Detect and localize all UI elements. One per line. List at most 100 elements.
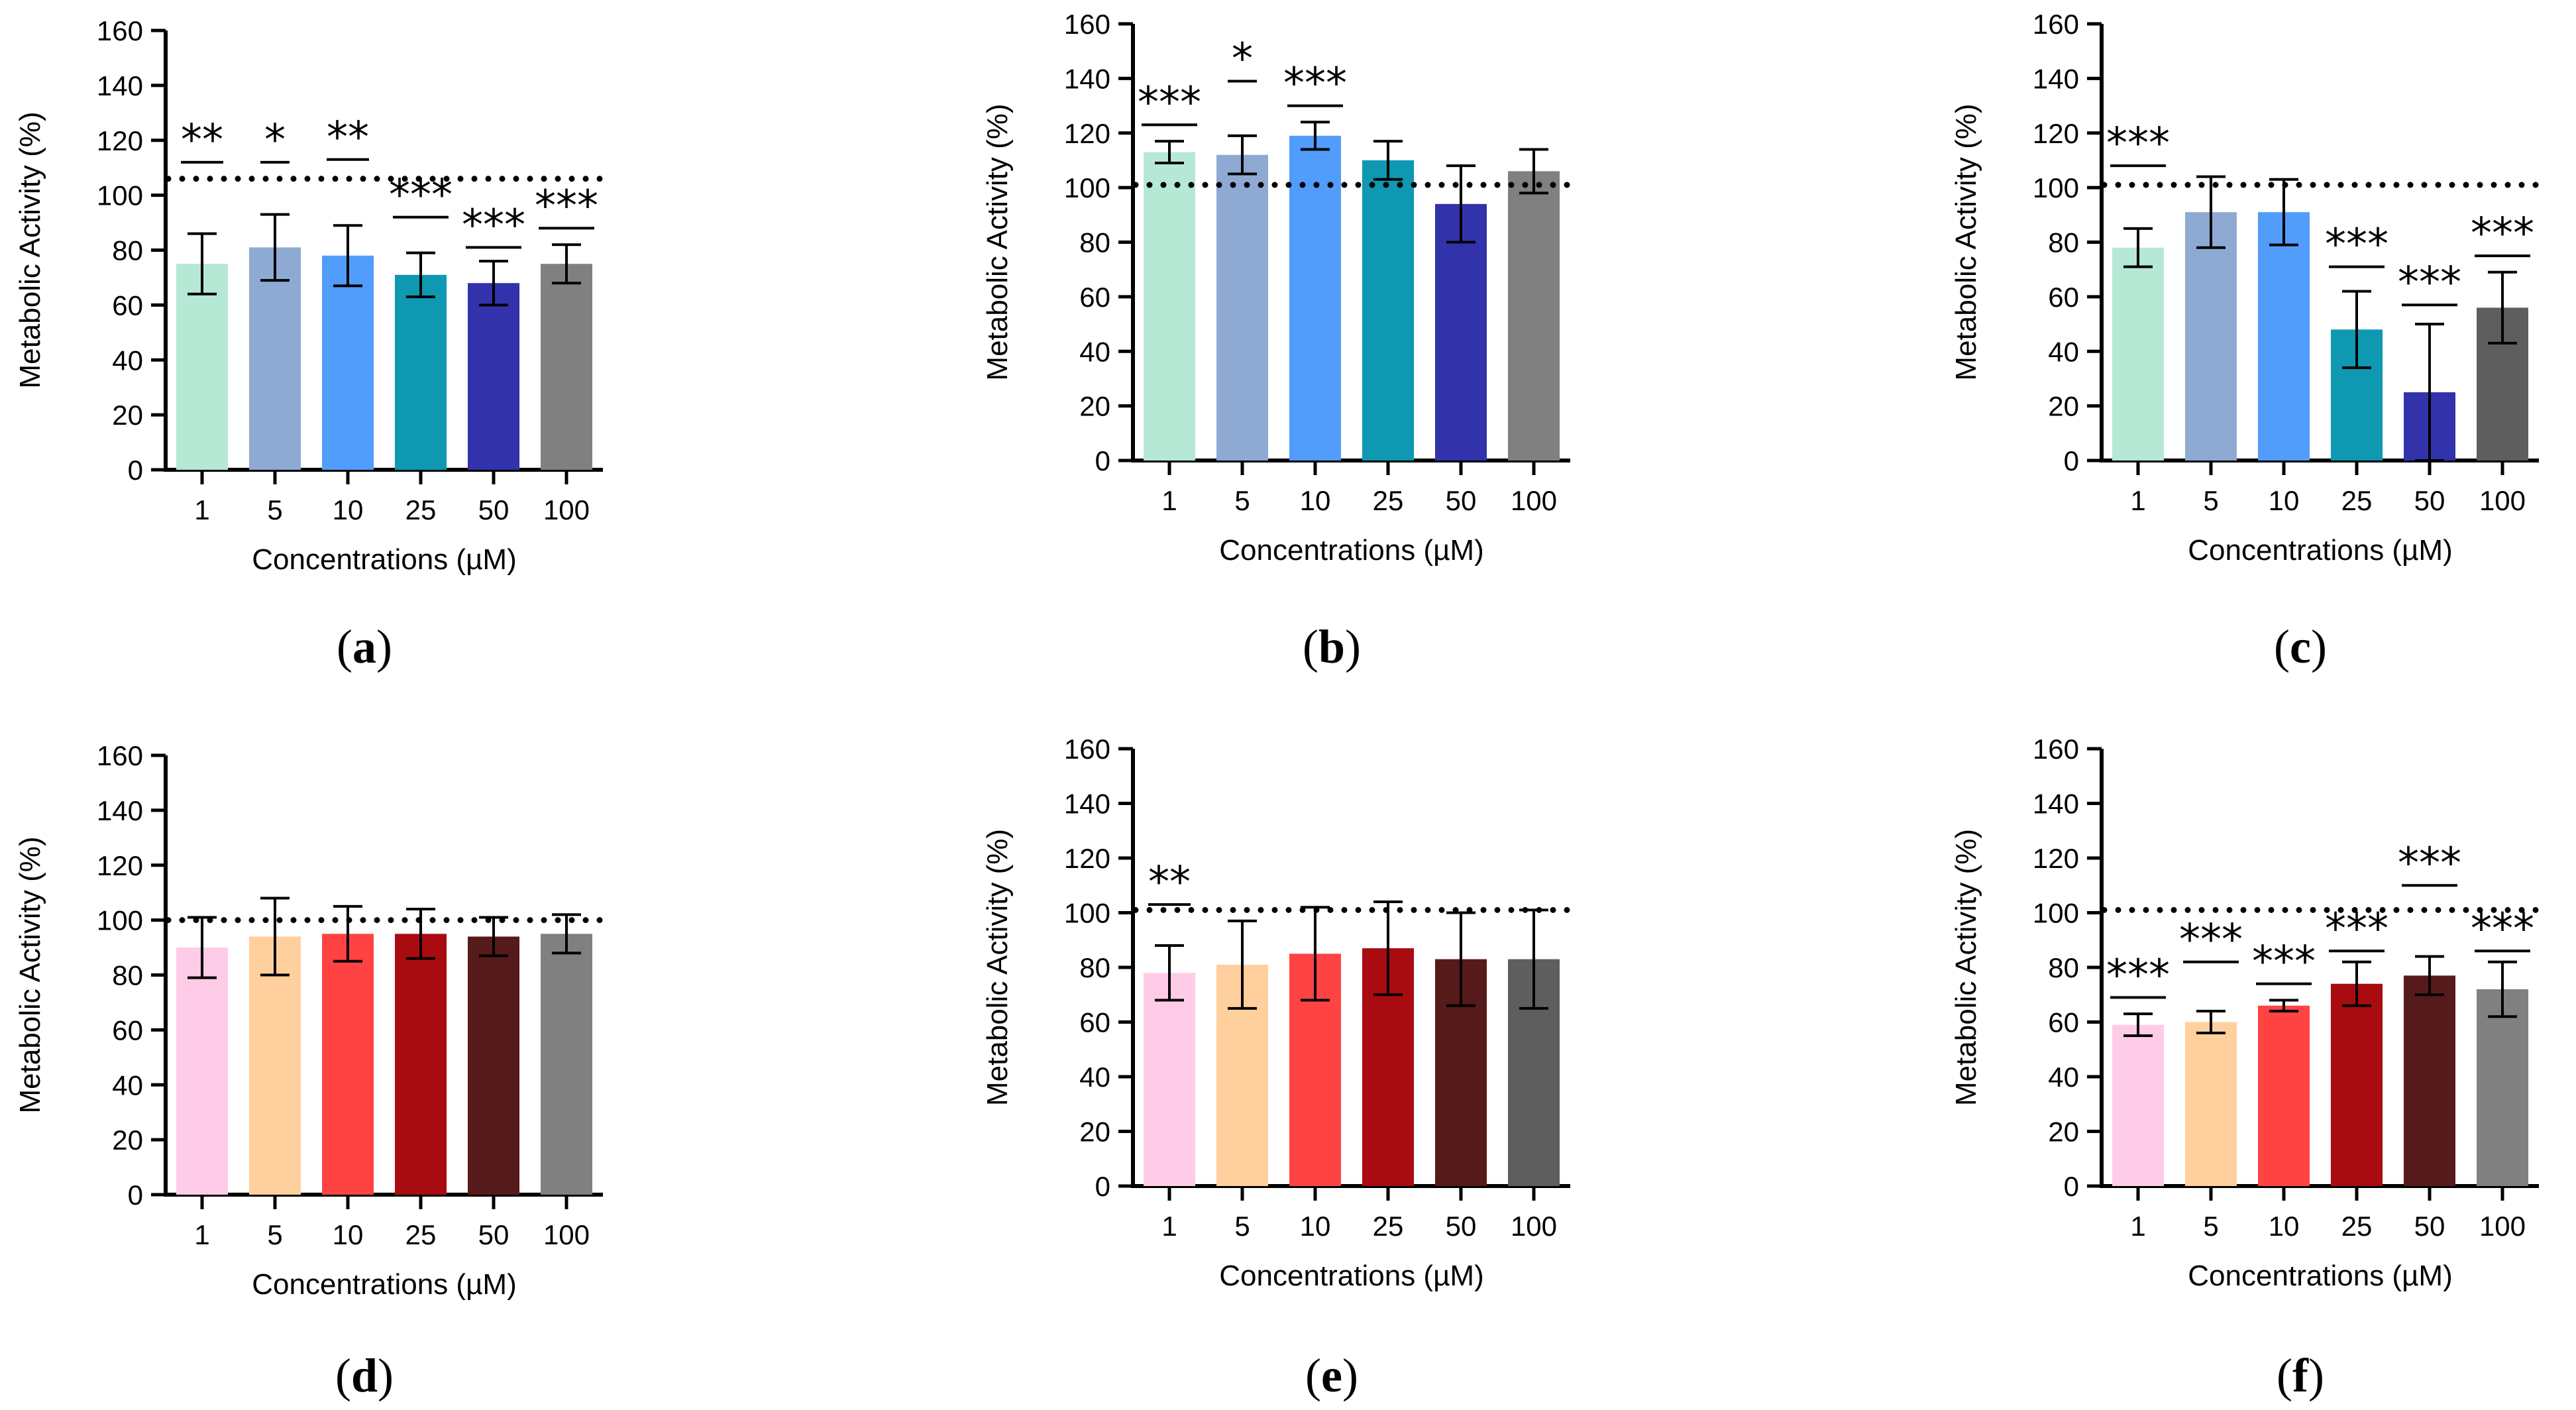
bar: [2185, 212, 2237, 461]
bar: [395, 274, 447, 470]
x-axis-title: Concentrations (µM): [2188, 1260, 2452, 1292]
x-tick-label: 50: [2414, 1211, 2445, 1242]
bar: [249, 936, 301, 1195]
y-tick-label: 0: [2064, 445, 2079, 476]
x-tick-label: 100: [543, 494, 590, 525]
bar: [176, 264, 228, 470]
bar: [468, 283, 519, 470]
x-tick-label: 50: [2414, 485, 2445, 516]
x-axis-title: Concentrations (µM): [252, 1268, 516, 1301]
error-bar: [333, 224, 362, 288]
error-bar: [1228, 134, 1257, 176]
y-tick-label: 120: [2033, 843, 2079, 874]
bar: [2112, 1024, 2164, 1186]
panel-label-open: (: [1305, 1349, 1321, 1402]
significance-label: ***: [2106, 951, 2170, 1000]
y-tick-label: 140: [2033, 63, 2079, 94]
y-tick-label: 20: [112, 1124, 143, 1156]
bar: [2112, 247, 2164, 461]
x-tick-label: 10: [333, 1219, 364, 1250]
y-tick-label: 120: [97, 125, 143, 156]
bar: [2185, 1022, 2237, 1186]
y-tick-label: 20: [1079, 1116, 1110, 1148]
bar: [2258, 212, 2310, 461]
bar: [322, 255, 374, 470]
error-bar: [188, 232, 217, 296]
panel-label-close: ): [2311, 620, 2327, 673]
error-bar: [1373, 140, 1403, 181]
bar: [395, 934, 447, 1195]
y-tick-label: 140: [2033, 788, 2079, 820]
error-bar: [260, 896, 290, 977]
error-bar: [2342, 290, 2371, 369]
error-bar: [2269, 178, 2298, 246]
x-tick-label: 10: [333, 494, 364, 525]
error-bar: [406, 908, 435, 960]
error-bar: [2269, 999, 2298, 1012]
y-tick-label: 140: [1064, 63, 1110, 94]
x-tick-label: 1: [2130, 1211, 2145, 1242]
panel-label-close: ): [1342, 1349, 1358, 1402]
panel-label-close: ): [378, 1349, 394, 1402]
x-tick-label: 10: [1300, 485, 1331, 516]
y-axis-title: Metabolic Activity (%): [14, 836, 46, 1113]
panel-label-letter: d: [351, 1349, 378, 1402]
panel-label: (e): [1305, 1349, 1358, 1402]
y-tick-label: 60: [2048, 282, 2079, 313]
y-tick-label: 60: [2048, 1007, 2079, 1038]
y-tick-label: 0: [2064, 1171, 2079, 1202]
bar: [2258, 1005, 2310, 1186]
bar: [541, 264, 592, 470]
x-tick-label: 100: [2479, 485, 2526, 516]
y-tick-label: 40: [1079, 1061, 1110, 1093]
y-tick-label: 100: [1064, 898, 1110, 929]
x-tick-label: 25: [1373, 485, 1404, 516]
x-tick-label: 1: [2130, 485, 2145, 516]
error-bar: [406, 251, 435, 298]
bar: [1508, 171, 1560, 461]
panel-label: (b): [1303, 620, 1361, 673]
y-tick-label: 160: [2033, 733, 2079, 765]
y-tick-label: 100: [2033, 898, 2079, 929]
panel-d: 0 20 40 60 80 100 120 140 160 Metabolic Activity …: [14, 740, 614, 1402]
error-bar: [1519, 148, 1548, 195]
significance-label: **: [181, 116, 223, 165]
error-bar: [1301, 121, 1330, 151]
significance-label: ***: [2398, 258, 2461, 307]
panel-label: (f): [2277, 1349, 2324, 1402]
panel-c: 0 20 40 60 80 100 120 140 160 Metabolic Activity …: [1950, 9, 2550, 673]
panel-label-letter: b: [1318, 620, 1345, 673]
x-tick-label: 5: [267, 494, 282, 525]
panel-label-open: (: [337, 620, 352, 673]
y-tick-label: 20: [2048, 391, 2079, 422]
x-tick-label: 5: [1234, 485, 1250, 516]
panel-label-open: (: [1303, 620, 1318, 673]
significance-label: ***: [2106, 119, 2170, 168]
significance-label: *: [264, 116, 286, 165]
significance-label: ***: [462, 201, 525, 250]
y-tick-label: 80: [112, 960, 143, 991]
x-tick-label: 25: [1373, 1211, 1404, 1242]
bar: [2331, 983, 2383, 1186]
error-bar: [1155, 944, 1184, 1002]
error-bar: [2196, 1010, 2226, 1034]
bar: [541, 934, 592, 1195]
error-bar: [1301, 906, 1330, 1002]
y-tick-label: 20: [112, 400, 143, 431]
x-tick-label: 5: [267, 1219, 282, 1250]
error-bar: [1155, 140, 1184, 165]
y-axis-title: Metabolic Activity (%): [1950, 829, 1982, 1106]
bar: [176, 948, 228, 1195]
y-tick-label: 80: [1079, 227, 1110, 258]
y-tick-label: 100: [1064, 172, 1110, 203]
error-bar: [2123, 227, 2153, 268]
x-tick-label: 100: [2479, 1211, 2526, 1242]
significance-label: ***: [2252, 938, 2316, 987]
bar: [1362, 160, 1414, 461]
y-tick-label: 100: [97, 905, 143, 936]
x-axis-title: Concentrations (µM): [252, 543, 516, 576]
y-tick-label: 0: [128, 455, 143, 486]
bar: [322, 934, 374, 1195]
panel-b: 0 20 40 60 80 100 120 140 160 Metabolic Activity …: [981, 9, 1582, 673]
error-bar: [552, 913, 581, 955]
